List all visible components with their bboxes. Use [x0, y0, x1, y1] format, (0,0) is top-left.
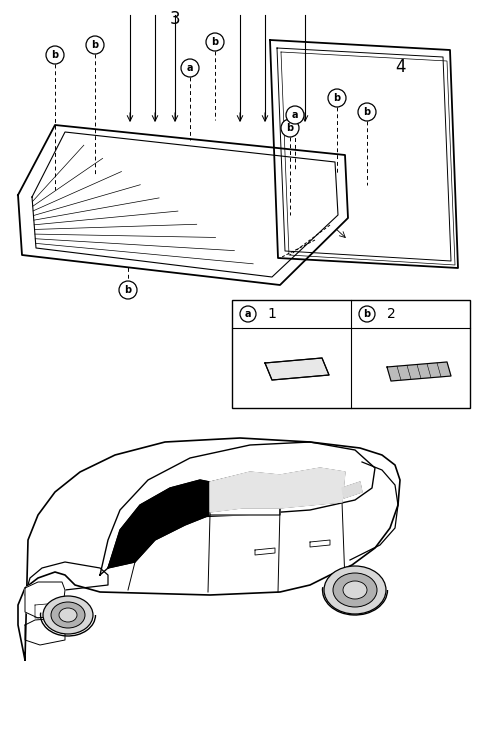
- Polygon shape: [100, 442, 375, 575]
- Circle shape: [281, 119, 299, 137]
- Circle shape: [358, 103, 376, 121]
- Polygon shape: [108, 480, 210, 568]
- Text: b: b: [363, 107, 371, 117]
- Text: b: b: [124, 285, 132, 295]
- Text: b: b: [287, 123, 294, 133]
- Text: b: b: [334, 93, 341, 103]
- Circle shape: [206, 33, 224, 51]
- Ellipse shape: [343, 581, 367, 599]
- Circle shape: [46, 46, 64, 64]
- Ellipse shape: [333, 573, 377, 607]
- Ellipse shape: [324, 566, 386, 614]
- Polygon shape: [25, 562, 108, 595]
- Circle shape: [181, 59, 199, 77]
- Polygon shape: [210, 472, 280, 512]
- Text: b: b: [363, 309, 371, 319]
- Circle shape: [328, 89, 346, 107]
- Polygon shape: [25, 582, 65, 618]
- Polygon shape: [342, 482, 362, 498]
- Polygon shape: [387, 362, 451, 381]
- Text: b: b: [51, 50, 59, 60]
- Text: a: a: [292, 110, 298, 120]
- Text: a: a: [245, 309, 251, 319]
- Circle shape: [359, 306, 375, 322]
- Text: a: a: [187, 63, 193, 73]
- Polygon shape: [265, 358, 329, 380]
- Ellipse shape: [51, 602, 85, 628]
- Text: 2: 2: [386, 307, 396, 321]
- Polygon shape: [18, 125, 348, 285]
- Polygon shape: [18, 438, 400, 660]
- Circle shape: [119, 281, 137, 299]
- Circle shape: [86, 36, 104, 54]
- Text: 4: 4: [395, 58, 405, 76]
- Polygon shape: [270, 40, 458, 268]
- Polygon shape: [265, 358, 329, 380]
- Circle shape: [240, 306, 256, 322]
- Text: 1: 1: [267, 307, 276, 321]
- Circle shape: [286, 106, 304, 124]
- Text: b: b: [91, 40, 98, 50]
- Ellipse shape: [59, 608, 77, 622]
- Ellipse shape: [43, 596, 93, 634]
- Polygon shape: [210, 475, 280, 515]
- Text: 3: 3: [170, 10, 180, 28]
- Polygon shape: [280, 468, 345, 508]
- Text: b: b: [211, 37, 218, 47]
- Bar: [232, 300, 470, 408]
